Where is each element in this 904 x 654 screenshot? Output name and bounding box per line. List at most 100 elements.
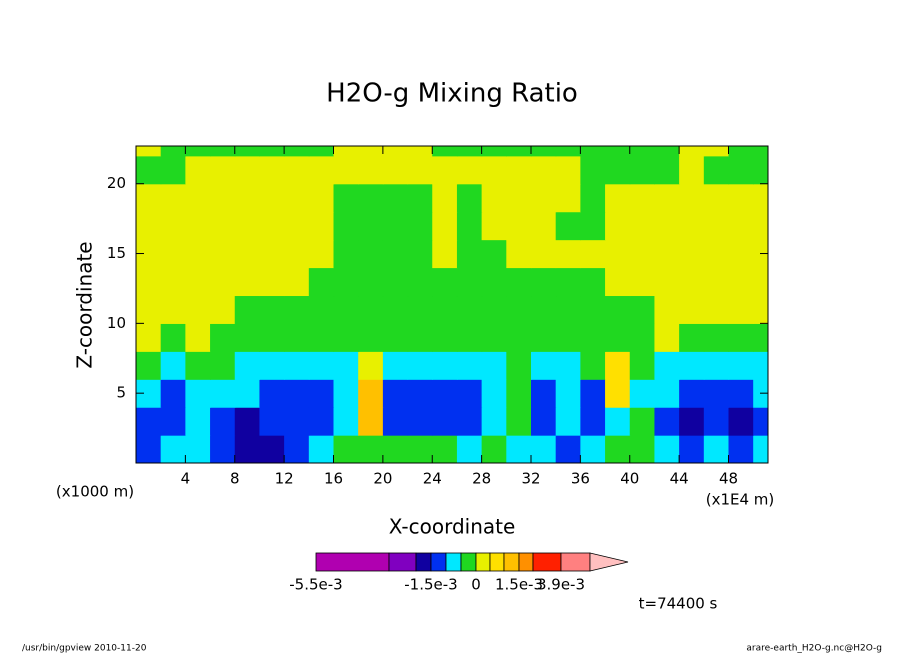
contour-cell bbox=[753, 323, 768, 352]
contour-cell bbox=[185, 407, 211, 436]
contour-cell bbox=[407, 323, 433, 352]
contour-cell bbox=[679, 155, 705, 185]
y-axis-label: Z-coordinate bbox=[73, 241, 97, 368]
contour-cell bbox=[210, 407, 236, 436]
contour-field bbox=[136, 146, 768, 463]
contour-cell bbox=[136, 351, 162, 380]
y-tick-label: 5 bbox=[116, 384, 126, 402]
contour-cell bbox=[679, 146, 705, 157]
contour-cell bbox=[308, 351, 335, 380]
colorbar-box bbox=[460, 552, 477, 572]
contour-cell bbox=[679, 211, 705, 241]
contour-cell bbox=[210, 435, 236, 463]
contour-cell bbox=[308, 295, 335, 324]
x-tick-label: 32 bbox=[521, 470, 540, 488]
x-tick-label: 48 bbox=[719, 470, 738, 488]
contour-cell bbox=[531, 407, 557, 436]
contour-cell bbox=[703, 407, 730, 436]
contour-cell bbox=[629, 155, 656, 185]
contour-cell bbox=[753, 407, 768, 436]
contour-cell bbox=[506, 323, 532, 352]
contour-cell bbox=[703, 211, 730, 241]
contour-cell bbox=[407, 351, 433, 380]
contour-cell bbox=[407, 146, 433, 157]
colorbar-box bbox=[315, 552, 390, 572]
contour-cell bbox=[210, 146, 236, 157]
contour-cell bbox=[506, 379, 532, 408]
contour-cell bbox=[555, 267, 581, 297]
contour-cell bbox=[284, 155, 310, 185]
contour-cell bbox=[456, 379, 483, 408]
contour-cell bbox=[259, 323, 285, 352]
contour-cell bbox=[358, 379, 384, 408]
contour-cell bbox=[185, 351, 211, 380]
contour-cell bbox=[185, 435, 211, 463]
contour-cell bbox=[654, 211, 680, 241]
contour-cell bbox=[284, 267, 310, 297]
contour-cell bbox=[432, 146, 458, 157]
contour-cell bbox=[531, 351, 557, 380]
contour-cell bbox=[654, 239, 680, 269]
contour-cell bbox=[358, 323, 384, 352]
contour-cell bbox=[679, 435, 705, 463]
contour-cell bbox=[308, 239, 335, 269]
colorbar-box bbox=[415, 552, 432, 572]
x-unit: (x1000 m) bbox=[56, 483, 134, 501]
contour-cell bbox=[210, 211, 236, 241]
contour-cell bbox=[284, 211, 310, 241]
contour-cell bbox=[456, 267, 483, 297]
x-tick-label: 16 bbox=[324, 470, 343, 488]
contour-cell bbox=[506, 295, 532, 324]
contour-cell bbox=[407, 379, 433, 408]
contour-cell bbox=[333, 146, 359, 157]
contour-cell bbox=[481, 295, 507, 324]
contour-cell bbox=[432, 379, 458, 408]
contour-cell bbox=[555, 323, 581, 352]
contour-cell bbox=[629, 351, 656, 380]
y-tick-label: 20 bbox=[107, 174, 126, 192]
contour-cell bbox=[654, 267, 680, 297]
contour-cell bbox=[407, 155, 433, 185]
contour-cell bbox=[185, 183, 211, 213]
colorbar-box bbox=[445, 552, 462, 572]
contour-cell bbox=[382, 379, 409, 408]
contour-cell bbox=[506, 435, 532, 463]
contour-cell bbox=[185, 323, 211, 352]
contour-cell bbox=[382, 211, 409, 241]
contour-cell bbox=[358, 351, 384, 380]
x-tick-label: 8 bbox=[230, 470, 240, 488]
contour-cell bbox=[580, 323, 606, 352]
contour-cell bbox=[284, 183, 310, 213]
colorbar-box bbox=[518, 552, 534, 572]
contour-cell bbox=[432, 351, 458, 380]
contour-cell bbox=[703, 146, 730, 157]
contour-cell bbox=[407, 239, 433, 269]
contour-cell bbox=[259, 155, 285, 185]
colorbar-box bbox=[430, 552, 447, 572]
contour-cell bbox=[234, 146, 261, 157]
contour-cell bbox=[234, 239, 261, 269]
contour-cell bbox=[136, 183, 162, 213]
contour-cell bbox=[284, 379, 310, 408]
contour-cell bbox=[605, 407, 631, 436]
contour-cell bbox=[703, 351, 730, 380]
contour-cell bbox=[679, 295, 705, 324]
contour-cell bbox=[234, 267, 261, 297]
contour-cell bbox=[432, 239, 458, 269]
contour-cell bbox=[185, 239, 211, 269]
contour-cell bbox=[654, 295, 680, 324]
contour-cell bbox=[432, 211, 458, 241]
contour-cell bbox=[136, 211, 162, 241]
contour-cell bbox=[728, 323, 754, 352]
contour-cell bbox=[506, 146, 532, 157]
contour-cell bbox=[481, 155, 507, 185]
contour-cell bbox=[605, 183, 631, 213]
contour-cell bbox=[753, 183, 768, 213]
contour-cell bbox=[160, 239, 186, 269]
contour-cell bbox=[555, 155, 581, 185]
contour-cell bbox=[580, 435, 606, 463]
contour-cell bbox=[629, 435, 656, 463]
contour-cell bbox=[432, 155, 458, 185]
contour-cell bbox=[629, 267, 656, 297]
